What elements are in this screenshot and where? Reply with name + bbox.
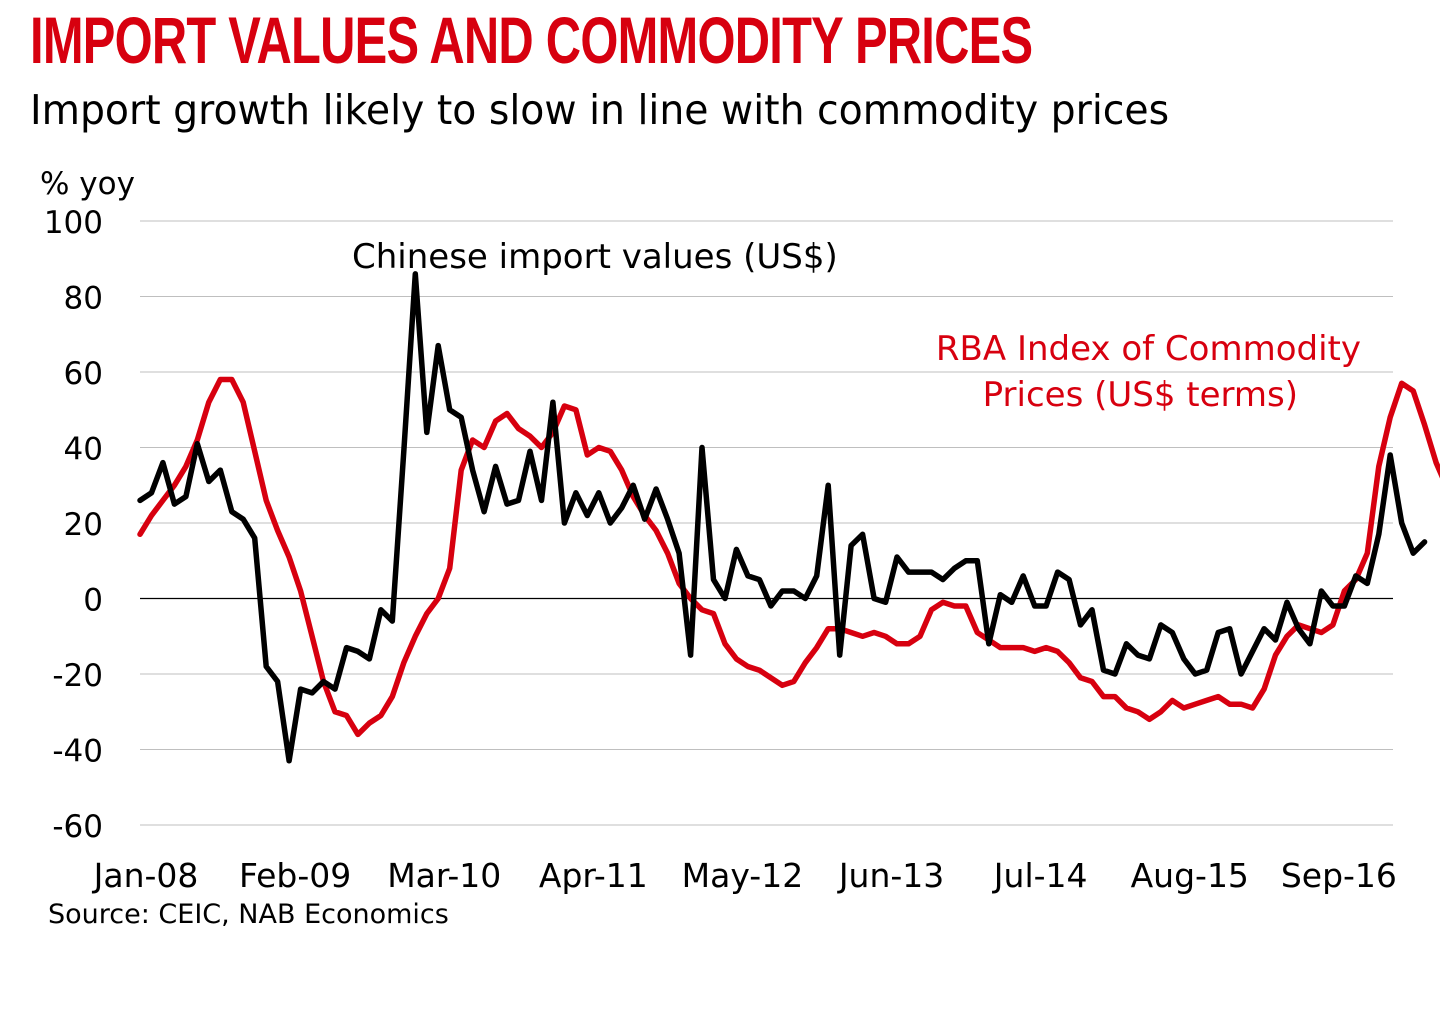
x-tick-label: Apr-11 bbox=[539, 856, 648, 895]
y-tick-label: 100 bbox=[44, 205, 103, 241]
y-tick-label: 20 bbox=[64, 507, 103, 543]
x-axis-tick-labels: Jan-08 Feb-09 Mar-10 Apr-11 May-12 Jun-13 Jul-… bbox=[92, 856, 1397, 895]
y-tick-label: 0 bbox=[83, 583, 103, 619]
series-lines bbox=[137, 271, 1440, 764]
chart-title: IMPORT VALUES AND COMMODITY PRICES bbox=[30, 3, 1033, 77]
chart-subtitle: Import growth likely to slow in line wit… bbox=[30, 86, 1170, 134]
x-tick-label: Aug-15 bbox=[1131, 856, 1249, 895]
series-annotations: Chinese import values (US$) RBA Index of… bbox=[352, 237, 1361, 415]
series-line-rba-commodity-index bbox=[137, 376, 1440, 738]
y-tick-label: -40 bbox=[52, 734, 103, 770]
x-tick-label: May-12 bbox=[682, 856, 804, 895]
y-tick-label: -20 bbox=[52, 658, 103, 694]
y-tick-label: -60 bbox=[52, 809, 103, 845]
x-tick-label: Mar-10 bbox=[387, 856, 501, 895]
y-axis-tick-labels: 100 80 60 40 20 0 -20 -40 -60 bbox=[44, 205, 103, 845]
x-tick-label: Sep-16 bbox=[1281, 856, 1397, 895]
annotation-chinese-import-values: Chinese import values (US$) bbox=[352, 237, 838, 277]
y-tick-label: 60 bbox=[64, 356, 103, 392]
annotation-rba-index-line-1: RBA Index of Commodity bbox=[936, 329, 1361, 369]
annotation-rba-index-line-2: Prices (US$ terms) bbox=[983, 375, 1298, 415]
x-tick-label: Jan-08 bbox=[92, 856, 199, 895]
series-line-chinese-import-values bbox=[137, 271, 1428, 764]
gridlines bbox=[140, 220, 1393, 826]
x-tick-label: Jul-14 bbox=[992, 856, 1088, 895]
x-tick-label: Jun-13 bbox=[837, 856, 944, 895]
y-axis-label: % yoy bbox=[40, 166, 135, 202]
y-tick-label: 40 bbox=[64, 432, 103, 468]
x-tick-label: Feb-09 bbox=[239, 856, 351, 895]
source-note: Source: CEIC, NAB Economics bbox=[48, 899, 449, 930]
y-tick-label: 80 bbox=[64, 281, 103, 317]
